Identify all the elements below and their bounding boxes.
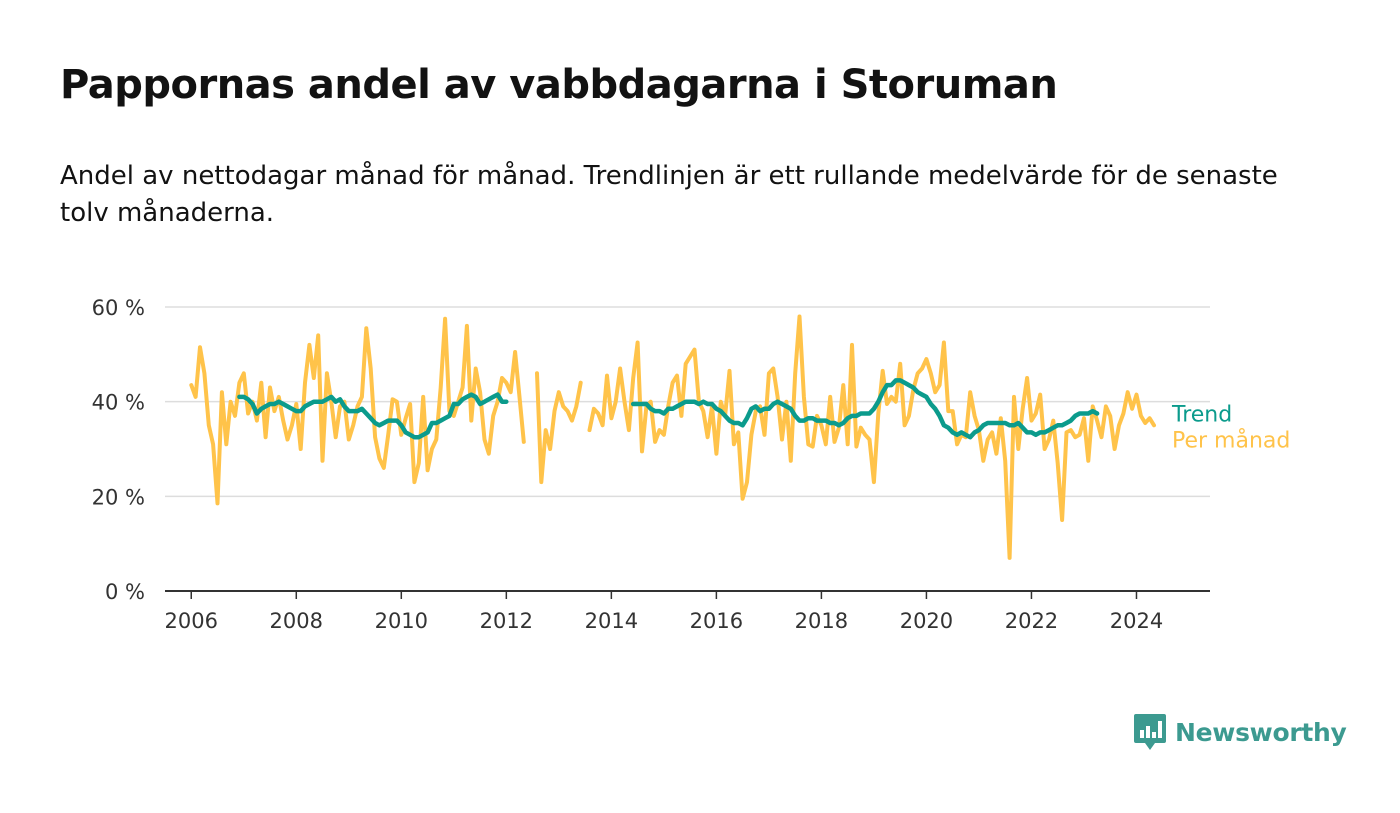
x-tick-label: 2018: [795, 609, 848, 633]
monthly-line: [535, 371, 583, 485]
x-tick-label: 2020: [900, 609, 953, 633]
monthly-series-label: Per månad: [1172, 427, 1290, 453]
y-axis-ticks: 0 % 20 % 40 % 60 %: [92, 296, 145, 604]
series-lines: [189, 314, 1156, 560]
x-tick-label: 2024: [1110, 609, 1163, 633]
y-tick-label: 60 %: [92, 296, 145, 320]
x-tick-label: 2014: [585, 609, 638, 633]
monthly-line: [587, 314, 1156, 560]
y-tick-label: 20 %: [92, 485, 145, 509]
x-tick-label: 2022: [1005, 609, 1058, 633]
trend-series-label: Trend: [1171, 403, 1232, 428]
x-tick-label: 2006: [165, 609, 218, 633]
brand-logo: Newsworthy: [1133, 712, 1347, 752]
brand-name: Newsworthy: [1175, 717, 1347, 747]
y-tick-label: 0 %: [105, 580, 145, 604]
x-tick-label: 2016: [690, 609, 743, 633]
x-axis-ticks: 2006 2008 2010 2012 2014 2016 2018 2020 2022 2024: [165, 591, 1163, 633]
x-tick-label: 2008: [270, 609, 323, 633]
chart-title: Pappornas andel av vabbdagarna i Storuma…: [60, 62, 1058, 108]
x-tick-label: 2010: [375, 609, 428, 633]
chart-subtitle: Andel av nettodagar månad för månad. Tre…: [60, 161, 1278, 228]
trend-line: [237, 392, 509, 440]
y-tick-label: 40 %: [92, 391, 145, 415]
newsworthy-logo-icon: [1134, 714, 1166, 750]
x-tick-label: 2012: [480, 609, 533, 633]
trend-line: [630, 378, 1100, 440]
